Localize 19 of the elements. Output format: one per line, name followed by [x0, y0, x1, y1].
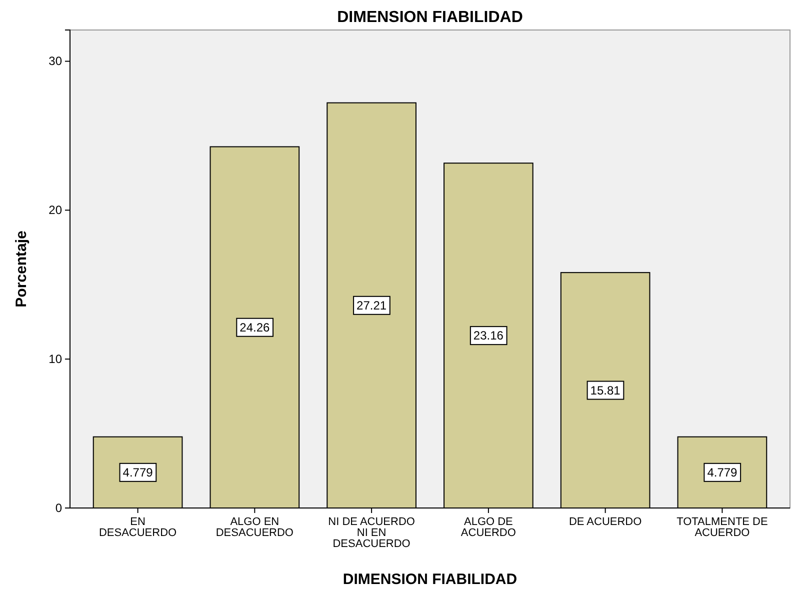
data-label: 4.779	[122, 465, 154, 480]
y-tick-label: 30	[48, 54, 62, 68]
data-label: 15.81	[590, 383, 621, 398]
x-tick-label: EN DESACUERDO	[98, 516, 178, 539]
y-tick-label: 10	[48, 352, 62, 366]
y-tick-label: 0	[55, 500, 62, 515]
data-label: 4.779	[707, 465, 738, 480]
data-label: 23.16	[473, 328, 504, 343]
y-tick-label: 20	[48, 203, 62, 218]
x-tick-label: NI DE ACUERDO NI EN DESACUERDO	[328, 516, 416, 550]
y-axis-title: Porcentaje	[13, 230, 30, 308]
data-label: 27.21	[356, 298, 387, 312]
x-tick-label: ALGO DE ACUERDO	[460, 516, 516, 539]
x-axis-title: DIMENSION FIABILIDAD	[342, 571, 518, 588]
x-tick-label: DE ACUERDO	[568, 516, 642, 528]
x-tick-label: TOTALMENTE DE ACUERDO	[676, 516, 768, 539]
data-label: 24.26	[240, 320, 270, 334]
chart-title: DIMENSION FIABILIDAD	[337, 9, 523, 26]
x-tick-label: ALGO EN DESACUERDO	[216, 516, 294, 539]
